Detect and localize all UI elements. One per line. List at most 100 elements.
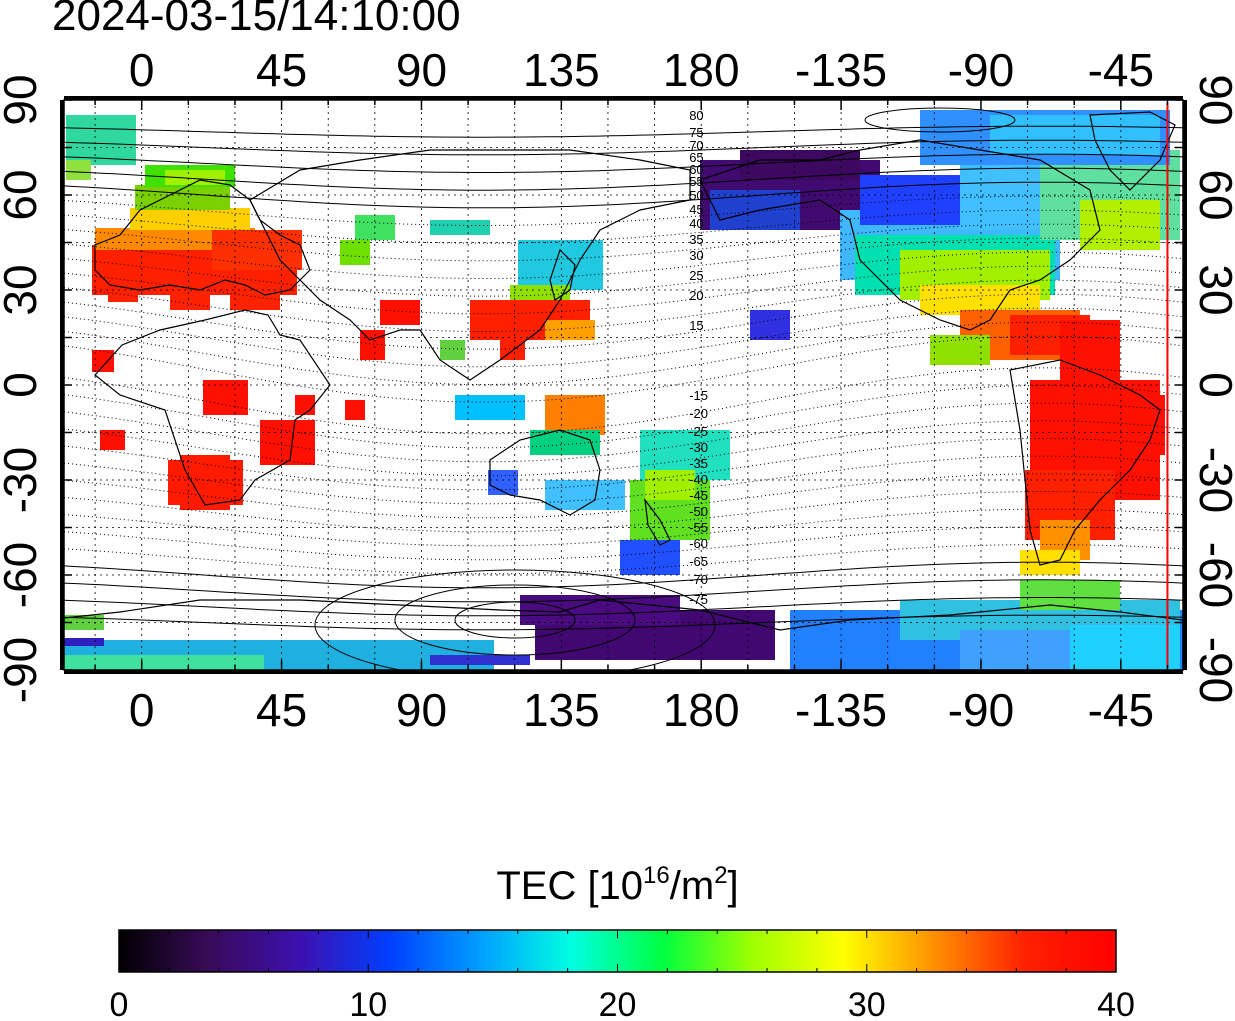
mlat-contour	[64, 473, 1183, 519]
colorbar-tick-labels: 0 10 20 30 40	[110, 986, 1135, 1021]
colorbar-tick-label: 20	[599, 986, 637, 1021]
mlat-contour	[64, 420, 1183, 477]
mlat-contour	[64, 209, 1183, 244]
contour-label: 60	[689, 162, 703, 177]
mlat-contour	[64, 139, 1183, 156]
mlat-contour	[64, 321, 1183, 385]
colorbar-title-unit-exponent: 2	[714, 862, 728, 889]
colorbar-tick-label: 0	[110, 986, 129, 1021]
colorbar-title-prefix: TEC [10	[496, 864, 644, 908]
contour-label: -50	[689, 504, 708, 519]
mlat-contour	[64, 579, 1183, 603]
mlat-contour	[64, 438, 1183, 491]
map-gridlines	[64, 100, 1183, 670]
colorbar-title-unit: /m	[669, 864, 715, 908]
tec-region-new-zealand	[620, 470, 710, 575]
contour-label: 80	[689, 108, 703, 123]
x-tick-label-bottom: 90	[396, 684, 447, 736]
x-tick-label-bottom: 135	[523, 684, 600, 736]
colorbar-tick-label: 10	[349, 986, 387, 1021]
y-tick-label-left: 90	[0, 74, 46, 125]
left-border-bar	[60, 100, 64, 670]
tec-region-south-africa	[168, 455, 243, 510]
mlat-contour	[64, 195, 1183, 226]
mlat-contour	[64, 307, 1183, 368]
contour-label: 30	[689, 248, 703, 263]
mlat-contour	[64, 385, 1183, 449]
north-pole-contours	[864, 107, 1016, 133]
coast-europe	[94, 179, 311, 296]
x-tick-label-top: 135	[523, 44, 600, 96]
contour-label: 45	[689, 202, 703, 217]
x-tick-label-bottom: 180	[663, 684, 740, 736]
contour-label: -15	[689, 388, 708, 403]
contour-label: 40	[689, 216, 703, 231]
coast-asia	[249, 149, 691, 381]
top-border-bar	[64, 96, 1183, 100]
mlat-contour	[64, 544, 1183, 575]
contour-label: -30	[689, 440, 708, 455]
colorbar-title-exponent: 16	[643, 862, 670, 889]
colorbar-tick-label: 30	[848, 986, 886, 1021]
coast-north-america	[699, 139, 1101, 331]
mlat-contour	[64, 293, 1183, 350]
contour-label: 25	[689, 268, 703, 283]
coast-japan	[549, 248, 576, 301]
contour-label: -70	[689, 572, 708, 587]
x-tick-label-bottom: -135	[795, 684, 887, 736]
coastlines	[64, 111, 1183, 631]
bottom-border-bar	[64, 670, 1183, 674]
x-tick-label-bottom: 0	[129, 684, 155, 736]
contour-label: -75	[689, 592, 708, 607]
contour-label: -45	[689, 488, 708, 503]
colorbar-ticks	[118, 930, 1117, 972]
contour-label: 70	[689, 138, 703, 153]
y-tick-label-right: 30	[1190, 264, 1235, 315]
y-tick-label-left: 60	[0, 169, 46, 220]
tec-region-europe	[92, 208, 302, 310]
y-tick-label-right: 60	[1190, 169, 1235, 220]
coast-greenland	[1089, 111, 1176, 191]
x-tick-label-top: -45	[1088, 44, 1154, 96]
coast-new-zealand	[644, 497, 671, 546]
colorbar-title: TEC [1016/m2]	[0, 862, 1235, 909]
contour-label: 35	[689, 232, 703, 247]
mlat-contour	[64, 597, 1183, 617]
colorbar-tick-label: 40	[1097, 986, 1135, 1021]
coast-africa	[94, 309, 331, 506]
south-pole-contours	[314, 569, 716, 670]
x-tick-label-top: 180	[663, 44, 740, 96]
coast-australia	[489, 429, 601, 516]
contour-label: -60	[689, 536, 708, 551]
mlat-contour	[64, 167, 1183, 191]
mlat-contour	[64, 223, 1183, 262]
mlat-contour	[64, 526, 1183, 561]
y-tick-label-left: -30	[0, 447, 46, 513]
map-axis-ticks	[64, 99, 1183, 671]
y-tick-label-right: 0	[1190, 372, 1235, 398]
y-tick-label-right: -30	[1190, 447, 1235, 513]
x-tick-label-top: -90	[948, 44, 1014, 96]
contour-label: -40	[689, 472, 708, 487]
mlat-contour	[64, 367, 1183, 435]
y-tick-label-right: -90	[1190, 637, 1235, 703]
mlat-contour	[64, 153, 1183, 173]
contour-label: 75	[689, 125, 703, 140]
y-tick-label-left: -90	[0, 637, 46, 703]
y-tick-label-right: 90	[1190, 74, 1235, 125]
x-tick-label-bottom: -90	[948, 684, 1014, 736]
y-tick-label-left: 0	[0, 372, 46, 398]
tec-region-north-africa	[92, 300, 420, 465]
x-tick-label-top: 45	[256, 44, 307, 96]
timestamp-label: 2024-03-15/14:10:00	[52, 0, 461, 40]
mlat-contour	[64, 251, 1183, 297]
mlat-contour	[64, 279, 1183, 332]
mlat-contour	[64, 335, 1183, 403]
mlat-contour	[64, 508, 1183, 547]
contour-label: 15	[689, 318, 703, 333]
tec-region-caribbean	[930, 310, 1120, 380]
contour-label: 65	[689, 150, 703, 165]
contour-label: 55	[689, 174, 703, 189]
